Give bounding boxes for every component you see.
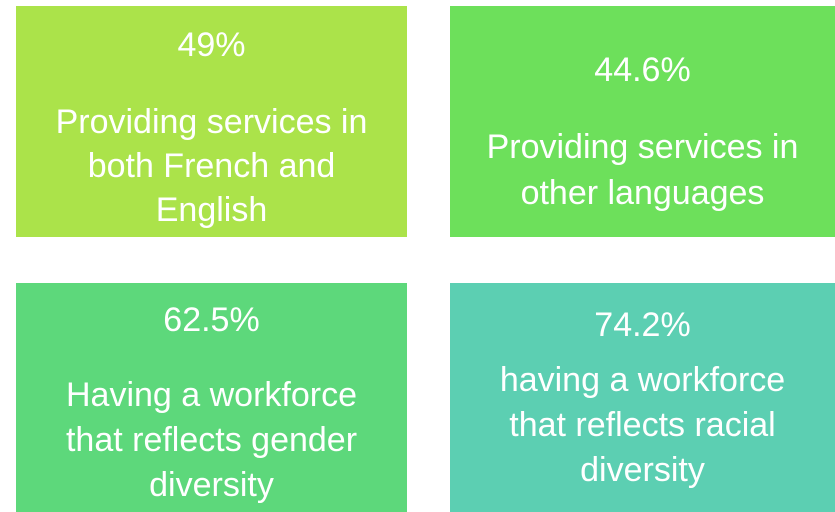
stat-tile: 74.2% having a workforce that reflects rac… <box>450 283 835 512</box>
stat-label-line: Providing services in <box>486 128 799 166</box>
stat-value: 49% <box>177 26 246 64</box>
stat-label-line: diversity <box>149 466 274 504</box>
stat-value: 62.5% <box>163 301 260 339</box>
stat-label-line: English <box>155 191 268 229</box>
stat-tile: 44.6% Providing services in other language… <box>450 6 835 237</box>
stat-label-line: having a workforce <box>499 361 786 399</box>
stat-label-line: that reflects gender <box>65 421 358 459</box>
stat-label-line: Having a workforce <box>65 376 357 414</box>
stat-label-line: that reflects racial <box>509 406 776 444</box>
stat-label-line: diversity <box>580 451 705 489</box>
stat-value: 44.6% <box>594 51 691 89</box>
stat-value: 74.2% <box>594 306 691 344</box>
stat-label-line: Providing services in <box>55 103 368 141</box>
stat-label-line: both French and <box>87 147 336 185</box>
stat-tile: 49% Providing services in both French and E… <box>16 6 407 237</box>
stat-label-line: other languages <box>520 174 765 212</box>
stat-tile: 62.5% Having a workforce that reflects gen… <box>16 283 407 512</box>
